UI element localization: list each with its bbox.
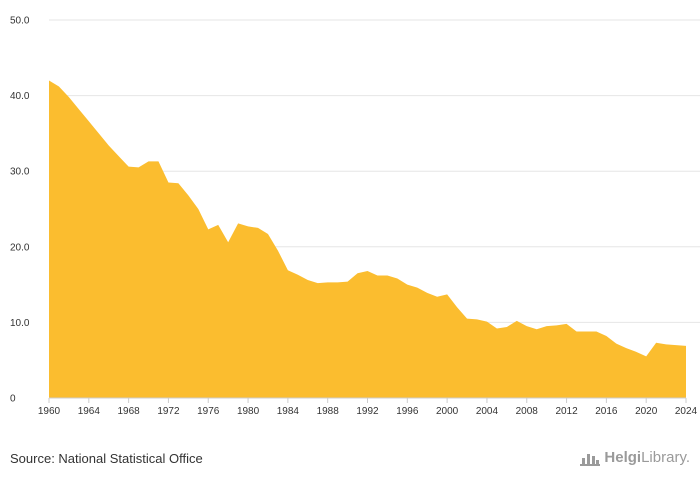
data-point-2015	[594, 329, 598, 333]
data-point-1971	[156, 159, 160, 163]
x-tick-label: 1996	[396, 406, 419, 417]
x-axis-ticks: 1960 1964 1968 1972 1976 1980 1984 1988 1992 1996…	[38, 398, 698, 417]
data-point-2018	[624, 346, 628, 350]
y-tick-label: 10.0	[10, 318, 30, 329]
data-point-1991	[356, 271, 360, 275]
area-series	[49, 80, 686, 398]
data-point-2020	[644, 354, 648, 358]
data-point-2012	[565, 322, 569, 326]
data-point-1974	[186, 193, 190, 197]
data-point-2014	[584, 329, 588, 333]
x-tick-label: 1976	[197, 406, 220, 417]
x-tick-label: 1960	[38, 406, 61, 417]
data-point-1964	[87, 119, 91, 123]
x-tick-label: 1984	[277, 406, 300, 417]
y-tick-label: 0	[10, 394, 16, 405]
x-tick-label: 1980	[237, 406, 260, 417]
library-logo-icon	[580, 450, 601, 466]
data-point-1981	[256, 226, 260, 230]
data-point-2005	[495, 326, 499, 330]
data-point-1998	[425, 291, 429, 295]
data-point-2013	[575, 329, 579, 333]
data-point-1975	[196, 207, 200, 211]
data-point-1960	[47, 78, 51, 82]
data-point-2001	[455, 305, 459, 309]
data-point-1986	[306, 278, 310, 282]
y-tick-label: 30.0	[10, 167, 30, 178]
data-point-1992	[366, 269, 370, 273]
x-tick-label: 1992	[356, 406, 379, 417]
data-point-1999	[435, 295, 439, 299]
data-point-1984	[286, 268, 290, 272]
data-point-1988	[326, 280, 330, 284]
data-point-2009	[535, 327, 539, 331]
x-tick-label: 2020	[635, 406, 658, 417]
data-point-2024	[684, 344, 688, 348]
x-tick-label: 2008	[516, 406, 539, 417]
data-point-1961	[57, 85, 61, 89]
data-point-1967	[117, 154, 121, 158]
data-point-2022	[664, 342, 668, 346]
logo-rest-text: Library.	[641, 449, 690, 466]
data-point-1987	[316, 281, 320, 285]
source-note: Source: National Statistical Office	[10, 451, 203, 466]
data-point-2023	[674, 343, 678, 347]
y-tick-label: 20.0	[10, 242, 30, 253]
data-point-2008	[525, 324, 529, 328]
data-point-1973	[176, 181, 180, 185]
data-point-1966	[107, 143, 111, 147]
data-point-1977	[216, 223, 220, 227]
x-tick-label: 2012	[555, 406, 578, 417]
data-point-1976	[206, 227, 210, 231]
data-point-1989	[336, 280, 340, 284]
data-point-2011	[555, 323, 559, 327]
data-point-2000	[445, 292, 449, 296]
data-point-1969	[137, 165, 141, 169]
x-tick-label: 1964	[78, 406, 101, 417]
data-point-2017	[614, 342, 618, 346]
y-tick-label: 40.0	[10, 91, 30, 102]
y-tick-label: 50.0	[10, 16, 30, 27]
data-point-1983	[276, 249, 280, 253]
data-point-1980	[246, 224, 250, 228]
x-tick-label: 2016	[595, 406, 618, 417]
x-tick-label: 1968	[118, 406, 141, 417]
data-point-2004	[485, 320, 489, 324]
data-point-1963	[77, 107, 81, 111]
data-point-2019	[634, 350, 638, 354]
data-point-1978	[226, 240, 230, 244]
data-point-1995	[395, 277, 399, 281]
data-point-1970	[147, 159, 151, 163]
data-point-2021	[654, 341, 658, 345]
x-tick-label: 2000	[436, 406, 459, 417]
helgi-library-logo: Helgi Library.	[580, 449, 690, 466]
data-point-1965	[97, 131, 101, 135]
data-point-1997	[415, 286, 419, 290]
x-tick-label: 2004	[476, 406, 499, 417]
data-point-2016	[604, 334, 608, 338]
data-point-2002	[465, 317, 469, 321]
data-point-1982	[266, 232, 270, 236]
data-point-1985	[296, 273, 300, 277]
data-point-1968	[127, 165, 131, 169]
y-axis-ticks: 0 10.0 20.0 30.0 40.0 50.0	[10, 16, 30, 405]
x-tick-label: 2024	[675, 406, 698, 417]
data-point-1962	[67, 95, 71, 99]
x-tick-label: 1972	[157, 406, 180, 417]
data-point-1994	[385, 274, 389, 278]
data-point-1972	[166, 181, 170, 185]
data-point-2003	[475, 317, 479, 321]
data-point-1993	[375, 274, 379, 278]
data-point-2006	[505, 325, 509, 329]
data-point-2010	[545, 324, 549, 328]
data-point-1990	[346, 280, 350, 284]
data-point-1979	[236, 221, 240, 225]
logo-bold-text: Helgi	[604, 449, 642, 466]
data-point-2007	[515, 319, 519, 323]
x-tick-label: 1988	[317, 406, 340, 417]
data-point-1996	[405, 283, 409, 287]
